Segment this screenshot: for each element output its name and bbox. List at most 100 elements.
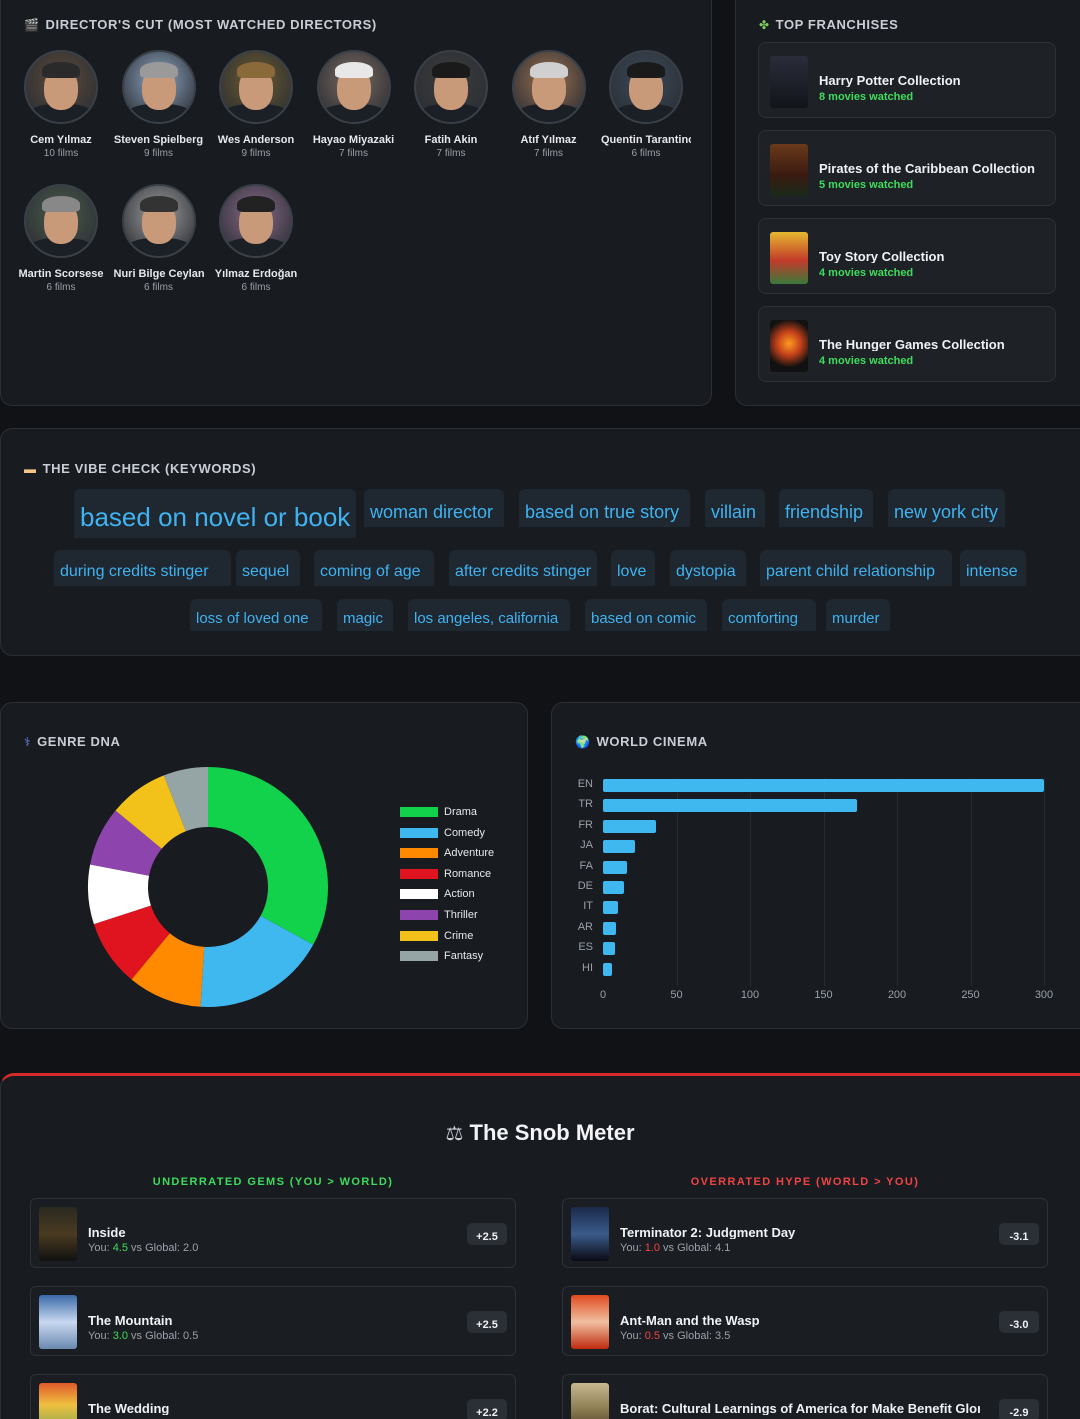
avatar-suit bbox=[125, 104, 192, 122]
director-item[interactable]: Wes Anderson 9 films bbox=[211, 50, 301, 159]
avatar-hair bbox=[237, 62, 275, 78]
grid-line bbox=[823, 778, 825, 986]
director-film-count: 6 films bbox=[46, 282, 76, 293]
bar-tr[interactable] bbox=[603, 799, 858, 813]
underrated-item[interactable]: The Mountain You: 3.0 vs Global: 0.5 +2.5 bbox=[30, 1286, 516, 1356]
legend-label: Romance bbox=[444, 867, 492, 880]
keyword-tag[interactable]: villain bbox=[705, 489, 765, 527]
franchise-title: Harry Potter Collection bbox=[819, 73, 961, 87]
bar-ja[interactable] bbox=[603, 840, 636, 854]
bar-de[interactable] bbox=[603, 881, 624, 894]
bar-it[interactable] bbox=[603, 901, 618, 915]
keyword-tag[interactable]: sequel bbox=[236, 550, 300, 586]
legend-item[interactable]: Romance bbox=[400, 868, 491, 880]
overrated-item[interactable]: Terminator 2: Judgment Day You: 1.0 vs Gl… bbox=[562, 1198, 1048, 1268]
underrated-item[interactable]: The Wedding +2.2 bbox=[30, 1374, 516, 1419]
movie-title: Terminator 2: Judgment Day bbox=[620, 1225, 796, 1239]
avatar-suit bbox=[223, 104, 289, 122]
legend-label: Comedy bbox=[444, 826, 485, 839]
keyword-tag[interactable]: during credits stinger bbox=[54, 550, 231, 586]
legend-item[interactable]: Drama bbox=[400, 806, 477, 818]
keyword-tag[interactable]: based on true story bbox=[519, 489, 690, 527]
director-item[interactable]: Atıf Yılmaz 7 films bbox=[504, 50, 594, 159]
keyword-tag[interactable]: after credits stinger bbox=[449, 550, 598, 586]
legend-item[interactable]: Crime bbox=[400, 930, 473, 942]
keyword-tag[interactable]: dystopia bbox=[670, 550, 746, 586]
keyword-tag[interactable]: friendship bbox=[779, 489, 873, 527]
keyword-tag[interactable]: loss of loved one bbox=[190, 599, 322, 631]
director-item[interactable]: Fatih Akin 7 films bbox=[406, 50, 496, 159]
director-item[interactable]: Nuri Bilge Ceylan 6 films bbox=[114, 184, 204, 293]
keyword-tag[interactable]: parent child relationship bbox=[760, 550, 952, 586]
overrated-item[interactable]: Ant-Man and the Wasp You: 0.5 vs Global: … bbox=[562, 1286, 1048, 1356]
keyword-tag[interactable]: murder bbox=[826, 599, 890, 631]
genre-slice-comedy[interactable] bbox=[200, 915, 314, 1007]
legend-swatch bbox=[400, 930, 438, 941]
avatar-suit bbox=[28, 238, 94, 256]
world-card bbox=[551, 702, 1080, 1029]
bar-ar[interactable] bbox=[603, 921, 617, 935]
world-title: 🌍 WORLD CINEMA bbox=[575, 734, 708, 749]
bar-es[interactable] bbox=[603, 942, 615, 956]
director-avatar bbox=[511, 50, 586, 124]
legend-item[interactable]: Fantasy bbox=[400, 950, 483, 962]
keyword-tag[interactable]: love bbox=[611, 550, 655, 586]
franchise-item[interactable]: Pirates of the Caribbean Collection 5 mov… bbox=[758, 130, 1056, 206]
genre-slice-action[interactable] bbox=[88, 864, 151, 925]
director-item[interactable]: Yılmaz Erdoğan 6 films bbox=[211, 184, 301, 293]
you-prefix: You: bbox=[88, 1242, 113, 1254]
bar-en[interactable] bbox=[603, 779, 1044, 792]
you-prefix: You: bbox=[620, 1242, 645, 1254]
director-item[interactable]: Hayao Miyazaki 7 films bbox=[309, 50, 399, 159]
global-rating: 0.5 bbox=[183, 1330, 199, 1342]
franchise-item[interactable]: The Hunger Games Collection 4 movies watc… bbox=[758, 306, 1056, 382]
bar-fa[interactable] bbox=[603, 860, 627, 874]
franchise-item[interactable]: Harry Potter Collection 8 movies watched bbox=[758, 42, 1056, 118]
rating-compare: You: 0.5 vs Global: 3.5 bbox=[620, 1330, 730, 1342]
director-item[interactable]: Cem Yılmaz 10 films bbox=[16, 50, 106, 159]
legend-item[interactable]: Comedy bbox=[400, 827, 485, 839]
director-item[interactable]: Quentin Tarantino 6 films bbox=[601, 50, 691, 159]
genre-slice-drama[interactable] bbox=[208, 767, 328, 945]
director-avatar bbox=[121, 50, 196, 124]
underrated-item[interactable]: Inside You: 4.5 vs Global: 2.0 +2.5 bbox=[30, 1198, 516, 1268]
legend-item[interactable]: Thriller bbox=[400, 909, 478, 921]
global-rating: 2.0 bbox=[183, 1242, 199, 1254]
bar-hi[interactable] bbox=[603, 962, 612, 976]
genre-slice-thriller[interactable] bbox=[90, 810, 162, 876]
legend-item[interactable]: Action bbox=[400, 888, 475, 900]
keyword-tag[interactable]: coming of age bbox=[314, 550, 434, 586]
avatar-hair bbox=[627, 62, 665, 78]
movie-title: Ant-Man and the Wasp bbox=[620, 1313, 760, 1327]
director-item[interactable]: Martin Scorsese 6 films bbox=[16, 184, 106, 293]
franchise-count: 4 movies watched bbox=[819, 355, 914, 367]
movie-poster bbox=[39, 1295, 77, 1349]
genre-title: ⚕ GENRE DNA bbox=[24, 734, 121, 749]
keyword-tag[interactable]: los angeles, california bbox=[408, 599, 570, 631]
genre-slice-romance[interactable] bbox=[93, 905, 170, 980]
snob-title: ⚖ The Snob Meter bbox=[445, 1120, 635, 1145]
overrated-item[interactable]: Borat: Cultural Learnings of America for… bbox=[562, 1374, 1048, 1419]
avatar-hair bbox=[139, 62, 178, 78]
legend-item[interactable]: Adventure bbox=[400, 847, 494, 859]
genre-slice-crime[interactable] bbox=[115, 775, 186, 849]
keyword-tag[interactable]: based on comic bbox=[585, 599, 707, 631]
legend-swatch bbox=[400, 910, 438, 920]
puzzle-icon: ✤ bbox=[759, 17, 770, 32]
director-name: Wes Anderson bbox=[217, 134, 295, 146]
director-name: Nuri Bilge Ceylan bbox=[113, 268, 204, 280]
franchise-item[interactable]: Toy Story Collection 4 movies watched bbox=[758, 218, 1056, 294]
keyword-tag[interactable]: based on novel or book bbox=[74, 489, 357, 538]
bar-fr[interactable] bbox=[603, 819, 656, 833]
genre-slice-fantasy[interactable] bbox=[163, 767, 208, 832]
genre-slice-adventure[interactable] bbox=[131, 933, 205, 1007]
legend-swatch bbox=[400, 807, 438, 817]
avatar-hair bbox=[139, 196, 178, 212]
keyword-tag[interactable]: intense bbox=[960, 550, 1026, 586]
keyword-tag[interactable]: new york city bbox=[888, 489, 1005, 527]
director-item[interactable]: Steven Spielberg 9 films bbox=[114, 50, 204, 159]
x-tick-label: 200 bbox=[887, 989, 907, 1001]
keyword-tag[interactable]: woman director bbox=[364, 489, 504, 527]
keyword-tag[interactable]: magic bbox=[337, 599, 393, 631]
keyword-tag[interactable]: comforting bbox=[722, 599, 816, 631]
